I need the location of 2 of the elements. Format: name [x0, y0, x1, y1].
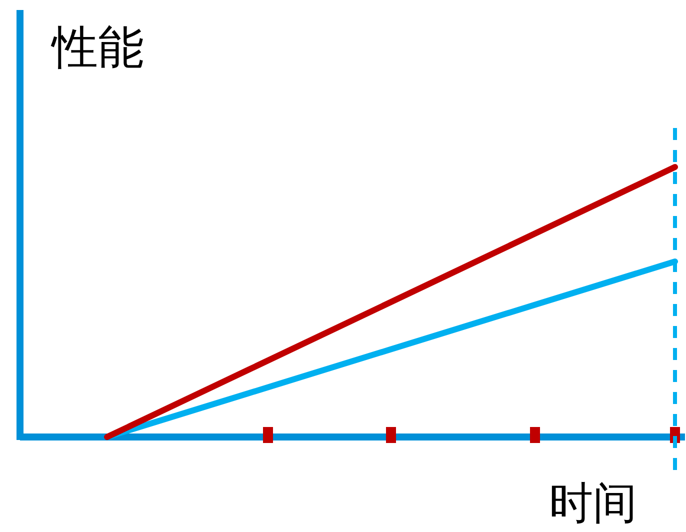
x-axis-title: 时间 — [549, 478, 637, 529]
y-axis-title: 性能 — [50, 20, 144, 74]
